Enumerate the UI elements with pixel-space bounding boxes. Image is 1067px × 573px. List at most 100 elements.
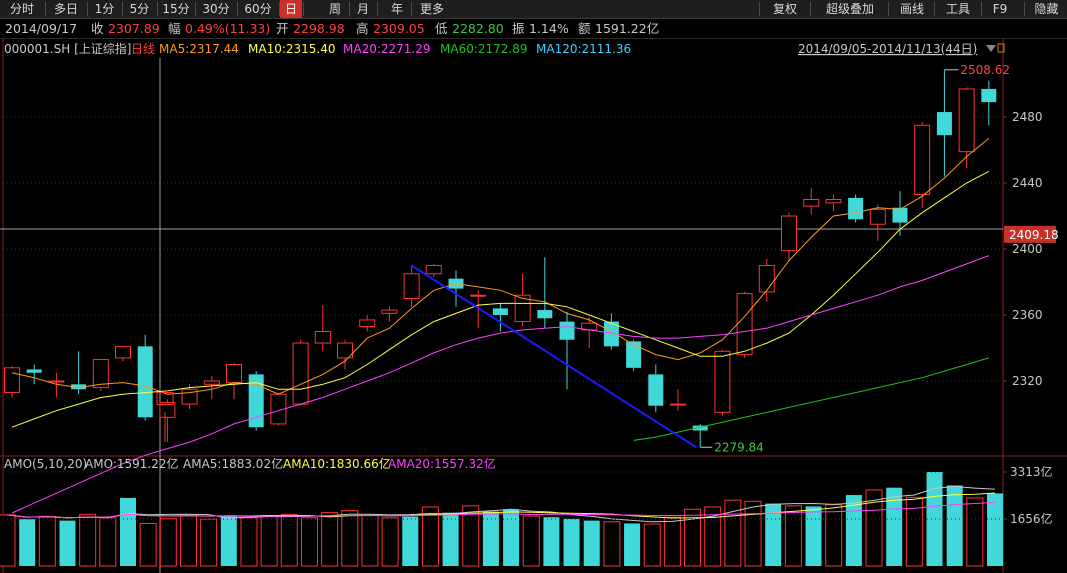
ma60-legend: MA60:2172.89 [440, 42, 528, 56]
volume-bar [805, 506, 822, 566]
volume-bar [402, 516, 419, 566]
low-price-label: 2279.84 [714, 440, 764, 454]
candle [914, 121, 931, 208]
candle [692, 423, 708, 447]
tab-separator [981, 2, 982, 16]
date-range-label[interactable]: 2014/09/05-2014/11/13(44日) [798, 42, 977, 56]
price-tick-label: 2400 [1012, 242, 1043, 256]
candle-body [314, 331, 331, 344]
price-tick-label: 2440 [1012, 176, 1043, 190]
candle-body [892, 207, 908, 223]
quote-close: 2307.89 [108, 21, 160, 36]
symbol-label: 000001.SH [上证综指] [4, 41, 131, 56]
volume-bar [381, 517, 399, 567]
candle-body [26, 369, 42, 373]
candle-body [936, 112, 952, 136]
candle-body [514, 294, 531, 323]
candle-body [670, 403, 686, 406]
price-tick-label: 2480 [1012, 110, 1043, 124]
tab-11[interactable]: 更多 [419, 2, 444, 16]
period-label: 日线 [131, 42, 155, 56]
toolbar-right-5[interactable]: 隐藏 [1034, 2, 1059, 16]
candle-body [159, 401, 176, 418]
candle [137, 334, 153, 421]
candle-body [248, 374, 264, 428]
candle-body [603, 321, 619, 347]
quote-high-label: 高 [356, 21, 369, 36]
ama20-value: AMA20:1557.32亿 [388, 456, 496, 471]
volume-bar [744, 500, 762, 567]
ma5-legend: MA5:2317.44 [159, 42, 239, 56]
volume-bar [603, 521, 621, 567]
price-axis: 2320 2360 2400 2440 2480 2409.18 [1003, 110, 1059, 388]
candle [936, 69, 952, 177]
ma20-legend: MA20:2271.29 [343, 42, 431, 56]
lock-icon[interactable] [997, 43, 1005, 53]
candle [803, 187, 820, 215]
candle [159, 399, 176, 443]
volume-bar [663, 516, 681, 567]
ma10-line [11, 170, 990, 428]
volume-bar [79, 513, 97, 567]
candle [781, 212, 797, 261]
candle [26, 364, 42, 385]
candle [470, 290, 487, 329]
candle-body [381, 309, 398, 314]
tab-2[interactable]: 1分 [94, 2, 115, 16]
toolbar-right-1[interactable]: 超级叠加 [825, 2, 874, 16]
tab-1[interactable]: 多日 [53, 2, 78, 16]
quote-amp: 1.14% [529, 21, 569, 36]
trend-line[interactable] [411, 264, 697, 449]
tab-separator [810, 2, 811, 16]
toolbar-right-3[interactable]: 工具 [945, 2, 970, 16]
high-price-label: 2508.62 [960, 63, 1010, 77]
candle [337, 339, 353, 370]
quote-amp-label: 振 [512, 21, 525, 36]
tab-10[interactable]: 年 [390, 2, 403, 16]
candle [892, 191, 908, 236]
toolbar-right-0[interactable]: 复权 [772, 2, 797, 16]
toolbar-right-4[interactable]: F9 [992, 2, 1008, 16]
tab-8[interactable]: 周 [328, 2, 341, 16]
volume-bar [905, 496, 923, 567]
candle [359, 315, 376, 332]
ma10-legend: MA10:2315.40 [248, 42, 336, 56]
indicator-legend: 000001.SH [上证综指] 日线 MA5:2317.44 MA10:231… [4, 41, 1005, 56]
volume-bar [220, 516, 237, 566]
candle [226, 362, 242, 400]
volume-tick-label: 1656亿 [1010, 511, 1053, 526]
tab-0[interactable]: 分时 [9, 2, 34, 16]
tab-separator [377, 2, 378, 16]
candle [714, 349, 731, 416]
tab-7[interactable]: 日 [280, 0, 302, 18]
quote-close-label: 收 [91, 21, 104, 36]
tab-separator [759, 2, 760, 16]
volume-bar [765, 503, 782, 566]
tab-separator [888, 2, 889, 16]
toolbar-right-2[interactable]: 画线 [899, 2, 924, 16]
ama10-value: AMA10:1830.66亿 [283, 456, 391, 471]
volume-bar [139, 522, 157, 567]
volume-bar [462, 505, 480, 567]
tab-4[interactable]: 15分 [162, 2, 190, 16]
quote-change-label: 幅 [168, 21, 181, 36]
volume-bar [987, 493, 1003, 566]
tab-separator [157, 2, 158, 16]
volume-bar [59, 520, 76, 566]
candle-body [914, 124, 931, 196]
candle [92, 359, 109, 391]
quote-low-label: 低 [435, 21, 448, 36]
tab-6[interactable]: 60分 [244, 2, 272, 16]
tab-5[interactable]: 30分 [202, 2, 230, 16]
tab-separator [45, 2, 46, 16]
candle-body [470, 294, 487, 297]
candle-body [758, 265, 775, 293]
tab-9[interactable]: 月 [356, 2, 369, 16]
kline-chart[interactable]: 000001.SH [上证综指] 日线 MA5:2317.44 MA10:231… [0, 39, 1067, 573]
candle [869, 204, 886, 241]
tab-3[interactable]: 5分 [129, 2, 150, 16]
quote-amount: 1591.22亿 [595, 21, 660, 36]
range-dropdown-icon[interactable] [986, 45, 996, 52]
cursor-price-label: 2409.18 [1009, 228, 1059, 242]
candle-body [71, 384, 87, 390]
